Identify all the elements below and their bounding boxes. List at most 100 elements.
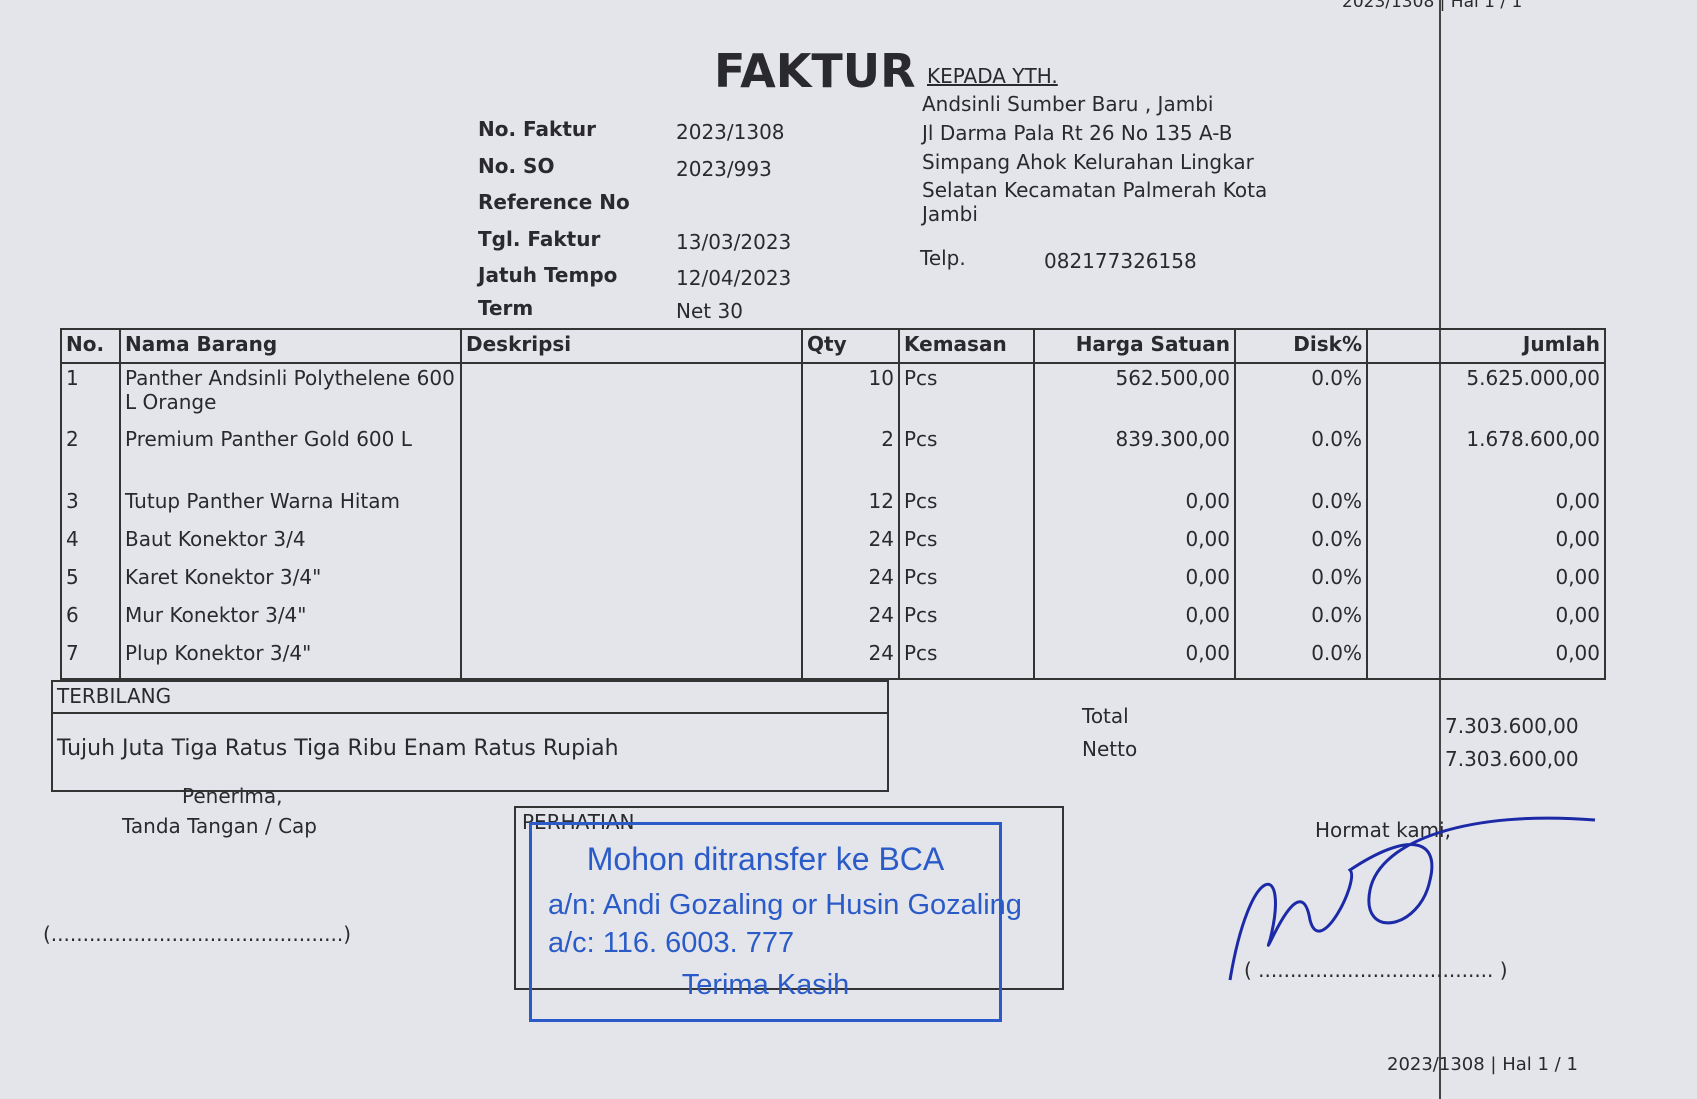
cell: 0,00 <box>1033 563 1236 601</box>
cell: 0.0% <box>1234 601 1368 639</box>
receiver-signature: (.......................................… <box>43 922 352 946</box>
items-table: No. Nama Barang Deskripsi Qty Kemasan Harga S… <box>60 328 1606 680</box>
cell: Pcs <box>898 425 1035 487</box>
field-label: No. Faktur <box>478 117 596 141</box>
total-label: Netto <box>1082 737 1138 761</box>
stamp-line: a/c: 116. 6003. 777 <box>548 927 795 959</box>
cell: 10 <box>801 363 900 425</box>
description-cell <box>460 639 803 680</box>
field-label: Reference No <box>478 190 630 214</box>
cell: Pcs <box>898 363 1035 425</box>
cell: 4 <box>60 525 121 563</box>
cell: 0,00 <box>1033 601 1236 639</box>
description-cell <box>460 425 803 487</box>
cell: Tutup Panther Warna Hitam <box>119 487 462 525</box>
terbilang-box: TERBILANG Tujuh Juta Tiga Ratus Tiga Rib… <box>51 680 889 792</box>
column-header: Disk% <box>1234 328 1368 364</box>
cell: 2 <box>60 425 121 487</box>
cell: 12 <box>801 487 900 525</box>
receiver-line1: Penerima, <box>182 784 283 808</box>
field-label: Jatuh Tempo <box>478 263 618 287</box>
item-row: 2 Premium Panther Gold 600 L 2 Pcs 839.300,0… <box>60 425 1606 487</box>
phone: 082177326158 <box>1044 249 1197 273</box>
signature-scribble <box>1228 816 1596 981</box>
item-row: 7 Plup Konektor 3/4" 24 Pcs 0,00 0.0% 0,00 <box>60 639 1606 680</box>
cell: 6 <box>60 601 121 639</box>
item-row: 4 Baut Konektor 3/4 24 Pcs 0,00 0.0% 0,00 <box>60 525 1606 563</box>
cell: 0.0% <box>1234 525 1368 563</box>
description-cell <box>460 563 803 601</box>
sender-signature: ( ..................................... … <box>1244 958 1508 982</box>
receiver-line2: Tanda Tangan / Cap <box>122 814 317 838</box>
cell: 24 <box>801 525 900 563</box>
cell: 0,00 <box>1366 487 1606 525</box>
field-label: Term <box>478 296 534 320</box>
item-row: 3 Tutup Panther Warna Hitam 12 Pcs 0,00 0.0% 0… <box>60 487 1606 525</box>
cell: 0.0% <box>1234 639 1368 680</box>
item-row: 6 Mur Konektor 3/4" 24 Pcs 0,00 0.0% 0,00 <box>60 601 1606 639</box>
cell: Panther Andsinli Polythelene 600 L Orang… <box>119 363 462 425</box>
cell: Pcs <box>898 525 1035 563</box>
terbilang-text: Tujuh Juta Tiga Ratus Tiga Ribu Enam Rat… <box>57 736 619 761</box>
field-value: 12/04/2023 <box>676 266 792 290</box>
stamp: Mohon ditransfer ke BCA a/n: Andi Gozali… <box>529 822 1022 1022</box>
column-header: Kemasan <box>898 328 1035 364</box>
field-value: 2023/1308 <box>676 120 785 144</box>
cell: 0,00 <box>1366 525 1606 563</box>
column-header: Jumlah <box>1366 328 1606 364</box>
cell: Pcs <box>898 639 1035 680</box>
description-cell <box>460 487 803 525</box>
cell: 24 <box>801 563 900 601</box>
column-header: Deskripsi <box>460 328 803 364</box>
header-row: No. Nama Barang Deskripsi Qty Kemasan Harga S… <box>60 328 1606 364</box>
column-header: Harga Satuan <box>1033 328 1236 364</box>
cell: 2 <box>801 425 900 487</box>
top-ref: 2023/1308 | Hal 1 / 1 <box>1342 0 1523 12</box>
field-label: Tgl. Faktur <box>478 227 601 251</box>
cell: 5 <box>60 563 121 601</box>
recipient-line: Andsinli Sumber Baru , Jambi <box>922 92 1214 116</box>
field-value: Net 30 <box>676 299 743 323</box>
cell: Baut Konektor 3/4 <box>119 525 462 563</box>
recipient-line: Selatan Kecamatan Palmerah Kota <box>922 178 1268 202</box>
cell: 3 <box>60 487 121 525</box>
cell: 0,00 <box>1366 601 1606 639</box>
cell: 0,00 <box>1033 487 1236 525</box>
cell: Premium Panther Gold 600 L <box>119 425 462 487</box>
cell: 5.625.000,00 <box>1366 363 1606 425</box>
cell: Plup Konektor 3/4" <box>119 639 462 680</box>
recipient-heading: KEPADA YTH. <box>927 64 1058 88</box>
cell: 0.0% <box>1234 425 1368 487</box>
cell: Karet Konektor 3/4" <box>119 563 462 601</box>
cell: 0.0% <box>1234 487 1368 525</box>
recipient-line: Jl Darma Pala Rt 26 No 135 A-B <box>922 121 1233 145</box>
footer: 2023/1308 | Hal 1 / 1 <box>1387 1054 1578 1075</box>
cell: 0,00 <box>1033 525 1236 563</box>
total-value: 7.303.600,00 <box>1445 747 1579 771</box>
field-value: 2023/993 <box>676 157 772 181</box>
description-cell <box>460 363 803 425</box>
cell: 0.0% <box>1234 363 1368 425</box>
item-row: 1 Panther Andsinli Polythelene 600 L Oran… <box>60 363 1606 425</box>
description-cell <box>460 525 803 563</box>
stamp-line: Terima Kasih <box>681 969 850 1001</box>
title: FAKTUR <box>714 44 916 98</box>
column-header: Qty <box>801 328 900 364</box>
column-header: Nama Barang <box>119 328 462 364</box>
cell: Pcs <box>898 563 1035 601</box>
cell: 0,00 <box>1366 639 1606 680</box>
greeting: Hormat kami, <box>1315 818 1451 842</box>
stamp-line: a/n: Andi Gozaling or Husin Gozaling <box>548 889 1022 921</box>
cell: Pcs <box>898 601 1035 639</box>
cell: 1.678.600,00 <box>1366 425 1606 487</box>
cell: 562.500,00 <box>1033 363 1236 425</box>
terbilang-label: TERBILANG <box>57 684 172 708</box>
recipient-line: Simpang Ahok Kelurahan Lingkar <box>922 150 1254 174</box>
cell: 24 <box>801 639 900 680</box>
cell: 0,00 <box>1033 639 1236 680</box>
item-row: 5 Karet Konektor 3/4" 24 Pcs 0,00 0.0% 0,00 <box>60 563 1606 601</box>
cell: 0.0% <box>1234 563 1368 601</box>
cell: 0,00 <box>1366 563 1606 601</box>
phone-label: Telp. <box>920 246 966 270</box>
